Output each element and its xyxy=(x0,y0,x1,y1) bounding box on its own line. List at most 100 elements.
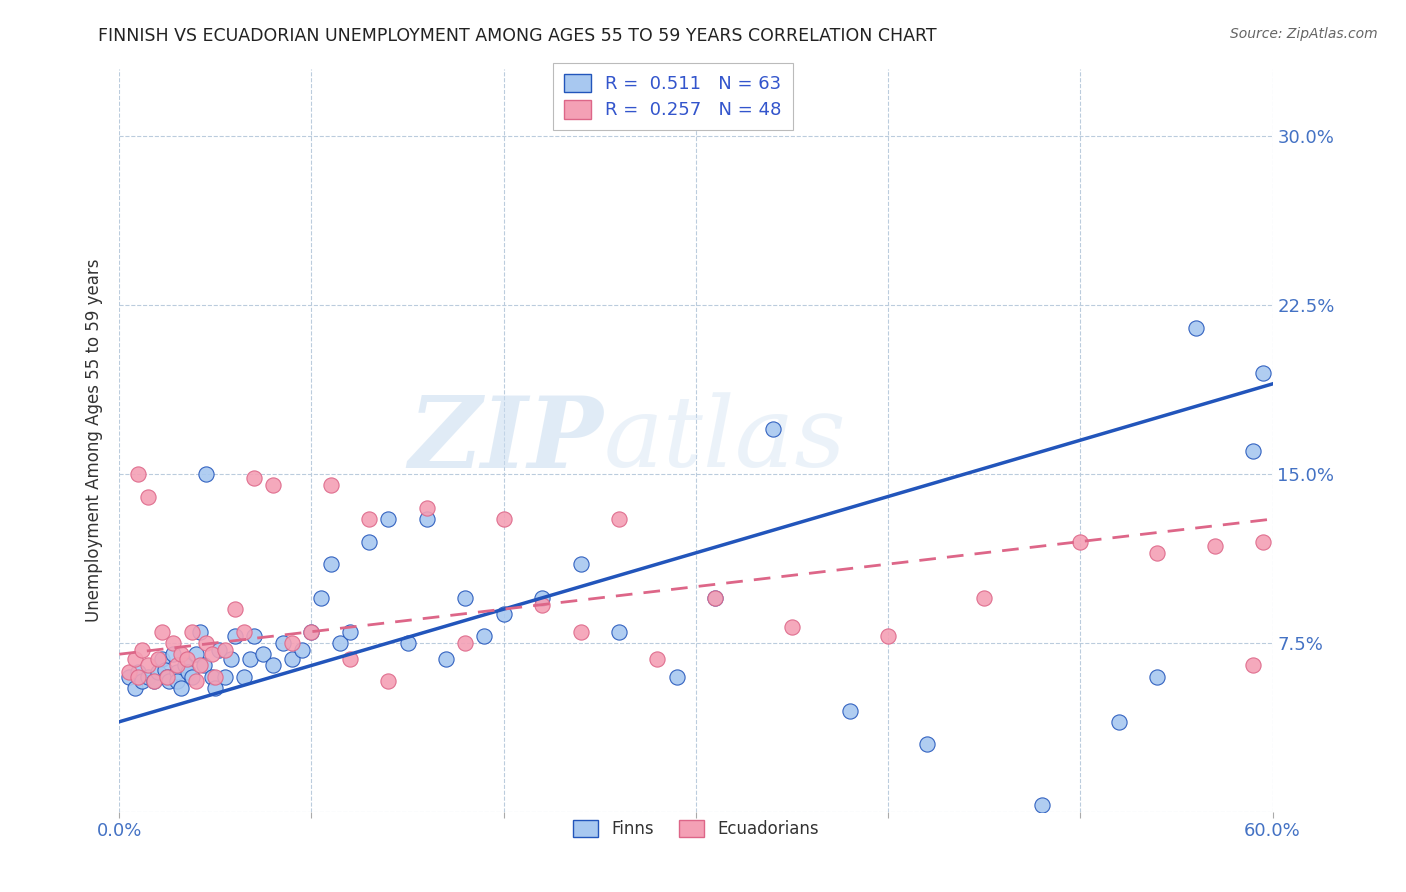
Point xyxy=(704,591,727,605)
Point xyxy=(607,624,630,639)
Point xyxy=(157,674,180,689)
Point xyxy=(233,624,256,639)
Point xyxy=(156,670,179,684)
Point xyxy=(166,674,188,689)
Point xyxy=(155,663,177,677)
Point xyxy=(136,490,159,504)
Point xyxy=(243,629,266,643)
Point xyxy=(262,658,284,673)
Point xyxy=(118,665,141,680)
Point xyxy=(150,651,173,665)
Point xyxy=(170,681,193,695)
Point xyxy=(200,647,222,661)
Point xyxy=(118,670,141,684)
Point xyxy=(329,636,352,650)
Point xyxy=(224,602,246,616)
Point xyxy=(208,642,231,657)
Point xyxy=(186,674,208,689)
Point xyxy=(1146,670,1168,684)
Point xyxy=(200,670,222,684)
Point xyxy=(1108,714,1130,729)
Point xyxy=(434,651,457,665)
Point xyxy=(142,674,165,689)
Point xyxy=(319,478,342,492)
Point xyxy=(377,512,399,526)
Point xyxy=(170,647,193,661)
Point xyxy=(214,642,236,657)
Point xyxy=(124,651,146,665)
Point xyxy=(173,658,195,673)
Point xyxy=(416,500,439,515)
Point xyxy=(124,681,146,695)
Text: ZIP: ZIP xyxy=(409,392,603,489)
Point xyxy=(1031,798,1053,813)
Point xyxy=(309,591,332,605)
Point xyxy=(204,681,226,695)
Point xyxy=(166,658,188,673)
Point xyxy=(156,670,179,684)
Point xyxy=(128,670,150,684)
Point xyxy=(214,670,236,684)
Point xyxy=(915,737,938,751)
Point xyxy=(877,629,900,643)
Point xyxy=(569,624,592,639)
Point xyxy=(233,670,256,684)
Point xyxy=(780,620,803,634)
Point xyxy=(339,624,361,639)
Point xyxy=(1251,534,1274,549)
Point xyxy=(665,670,688,684)
Point xyxy=(131,642,153,657)
Point xyxy=(281,651,304,665)
Point xyxy=(239,651,262,665)
Point xyxy=(704,591,727,605)
Point xyxy=(569,557,592,571)
Point xyxy=(188,624,211,639)
Point xyxy=(162,636,184,650)
Point xyxy=(454,591,477,605)
Point xyxy=(492,607,515,621)
Point xyxy=(219,651,242,665)
Point xyxy=(1069,534,1091,549)
Point xyxy=(128,665,150,680)
Point xyxy=(492,512,515,526)
Point xyxy=(319,557,342,571)
Point xyxy=(416,512,439,526)
Y-axis label: Unemployment Among Ages 55 to 59 years: Unemployment Among Ages 55 to 59 years xyxy=(86,259,103,622)
Point xyxy=(531,598,554,612)
Point xyxy=(339,651,361,665)
Point xyxy=(281,636,304,650)
Point xyxy=(188,658,211,673)
Text: atlas: atlas xyxy=(603,392,846,488)
Point xyxy=(1184,320,1206,334)
Point xyxy=(142,674,165,689)
Point xyxy=(224,629,246,643)
Point xyxy=(531,591,554,605)
Point xyxy=(162,647,184,661)
Point xyxy=(128,467,150,481)
Point xyxy=(186,647,208,661)
Point xyxy=(454,636,477,650)
Point xyxy=(973,591,995,605)
Point xyxy=(271,636,294,650)
Legend: Finns, Ecuadorians: Finns, Ecuadorians xyxy=(567,813,825,845)
Point xyxy=(194,467,217,481)
Point xyxy=(150,624,173,639)
Point xyxy=(359,512,381,526)
Point xyxy=(1241,444,1264,458)
Point xyxy=(291,642,314,657)
Point xyxy=(377,674,399,689)
Point xyxy=(176,651,198,665)
Point xyxy=(838,704,860,718)
Text: Source: ZipAtlas.com: Source: ZipAtlas.com xyxy=(1230,27,1378,41)
Point xyxy=(647,651,669,665)
Point xyxy=(396,636,419,650)
Point xyxy=(301,624,323,639)
Point xyxy=(1251,366,1274,380)
Point xyxy=(243,471,266,485)
Text: FINNISH VS ECUADORIAN UNEMPLOYMENT AMONG AGES 55 TO 59 YEARS CORRELATION CHART: FINNISH VS ECUADORIAN UNEMPLOYMENT AMONG… xyxy=(98,27,936,45)
Point xyxy=(136,670,159,684)
Point xyxy=(177,665,200,680)
Point xyxy=(194,636,217,650)
Point xyxy=(131,674,153,689)
Point xyxy=(359,534,381,549)
